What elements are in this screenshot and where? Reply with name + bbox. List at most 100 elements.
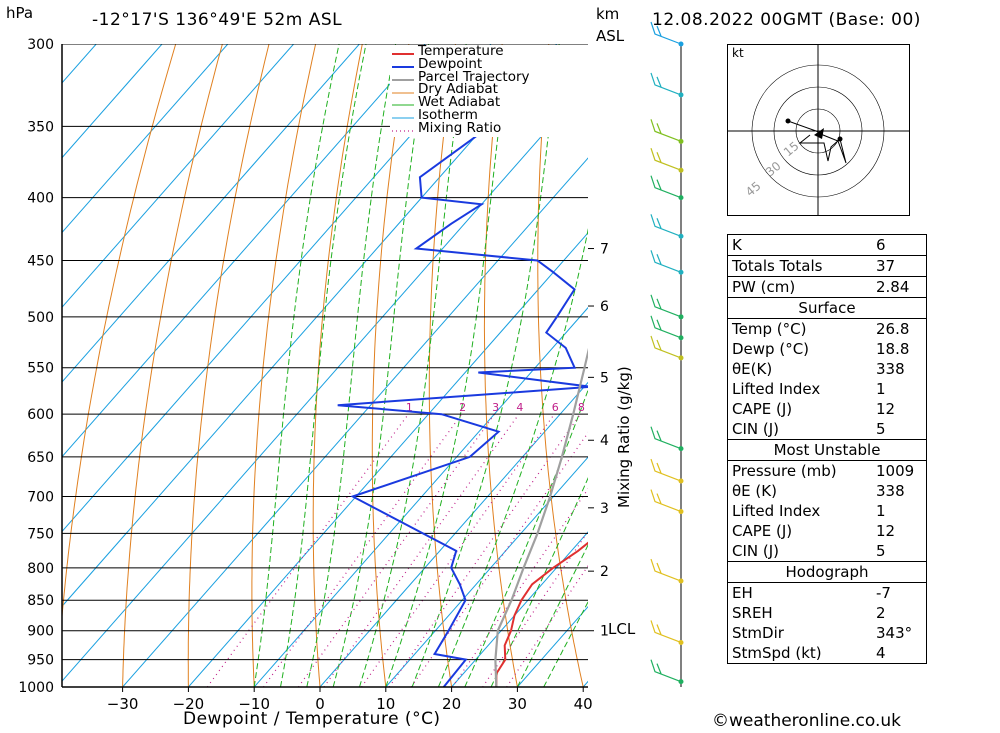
mixing-ratio-line bbox=[206, 413, 409, 687]
wet-adiabat-line bbox=[253, 44, 340, 687]
isotherm-line bbox=[62, 44, 163, 159]
index-value: 1009 bbox=[872, 460, 927, 481]
mixing-ratio-label: 3 bbox=[492, 401, 499, 414]
wind-barb bbox=[650, 214, 682, 237]
hodograph-ring-label-30: 30 bbox=[763, 159, 784, 180]
index-value: 12 bbox=[872, 521, 927, 541]
legend-item-dry-adiabat: Dry Adiabat bbox=[418, 81, 498, 98]
dry-adiabat-line bbox=[537, 44, 584, 687]
pressure-tick-label: 900 bbox=[27, 624, 54, 640]
legend-item-mixing-ratio: Mixing Ratio bbox=[418, 119, 502, 136]
wet-adiabat-line bbox=[543, 601, 588, 687]
isotherm-line bbox=[188, 232, 588, 687]
pressure-tick-label: 600 bbox=[27, 407, 54, 423]
mixing-ratio-line bbox=[263, 413, 463, 687]
dry-adiabat-line bbox=[922, 44, 1000, 687]
wind-barb bbox=[650, 558, 682, 582]
copyright-link[interactable]: ©weatheronline.co.uk bbox=[712, 711, 902, 731]
wet-adiabat-line bbox=[464, 388, 588, 687]
series-parcel-trajectory bbox=[494, 347, 588, 687]
pressure-tick-label: 650 bbox=[27, 450, 54, 466]
pressure-tick-label: 400 bbox=[27, 191, 54, 207]
hodograph-section-title: Hodograph bbox=[727, 561, 927, 583]
wet-adiabat-line bbox=[332, 44, 430, 687]
wet-adiabat-line bbox=[490, 477, 588, 687]
wind-barb bbox=[650, 659, 682, 683]
index-value: 4 bbox=[872, 643, 927, 664]
index-label: K bbox=[727, 234, 872, 256]
legend-item-temperature: Temperature bbox=[418, 43, 504, 59]
index-label: Dewp (°C) bbox=[727, 339, 872, 359]
wet-adiabat-line bbox=[280, 44, 367, 687]
isotherm-line bbox=[451, 531, 588, 687]
index-label: SREH bbox=[727, 603, 872, 623]
most-unstable-section-title: Most Unstable bbox=[727, 439, 927, 461]
asl-unit-label: ASL bbox=[596, 27, 625, 45]
km-tick-label: 1 bbox=[600, 624, 609, 640]
wind-barb bbox=[650, 315, 682, 339]
wind-barb bbox=[650, 250, 682, 273]
wind-barb bbox=[650, 119, 682, 142]
dry-adiabat-line bbox=[251, 44, 317, 687]
isotherm-line bbox=[385, 456, 588, 687]
temperature-tick-label: 10 bbox=[376, 695, 395, 713]
isotherm-line bbox=[62, 82, 588, 682]
wet-adiabat-line bbox=[306, 44, 397, 687]
wet-adiabat-line bbox=[516, 543, 588, 687]
index-label: Pressure (mb) bbox=[727, 460, 872, 481]
pressure-tick-label: 950 bbox=[27, 653, 54, 669]
x-axis-label: Dewpoint / Temperature (°C) bbox=[183, 709, 441, 729]
km-tick-label: 6 bbox=[600, 299, 609, 315]
index-label: θE(K) bbox=[727, 359, 872, 379]
isotherm-line bbox=[253, 306, 588, 687]
km-tick-label: 4 bbox=[600, 433, 609, 449]
wind-barb bbox=[650, 148, 682, 171]
km-tick-label: 5 bbox=[600, 370, 609, 386]
isotherm-line bbox=[62, 44, 295, 308]
wind-barb bbox=[650, 294, 682, 318]
legend: Temperature Dewpoint Parcel Trajectory D… bbox=[390, 43, 590, 137]
index-value: 5 bbox=[872, 419, 927, 440]
index-value: 37 bbox=[872, 255, 927, 277]
wind-barb bbox=[650, 620, 682, 644]
temperature-tick-label: −20 bbox=[173, 695, 205, 713]
hodograph-storm-motion-marker bbox=[814, 128, 824, 139]
index-value: 343° bbox=[872, 623, 927, 643]
legend-item-isotherm: Isotherm bbox=[418, 106, 478, 123]
hodograph-ring-label-45: 45 bbox=[743, 179, 764, 200]
index-label: EH bbox=[727, 582, 872, 603]
isotherm-line bbox=[62, 44, 360, 383]
dry-adiabat-line bbox=[428, 44, 456, 687]
temperature-tick-label: 0 bbox=[315, 695, 325, 713]
index-label: Temp (°C) bbox=[727, 318, 872, 339]
mixing-ratio-label: 15 bbox=[634, 401, 648, 414]
pressure-tick-label: 300 bbox=[27, 37, 54, 53]
index-value: -7 bbox=[872, 582, 927, 603]
series-dewpoint bbox=[337, 53, 588, 687]
temperature-tick-label: 20 bbox=[442, 695, 461, 713]
index-label: StmSpd (kt) bbox=[727, 643, 872, 664]
index-label: StmDir bbox=[727, 623, 872, 643]
mixing-ratio-line bbox=[297, 413, 496, 687]
location-title: -12°17'S 136°49'E 52m ASL bbox=[92, 10, 343, 30]
index-label: CAPE (J) bbox=[727, 521, 872, 541]
mixing-ratio-label: 10 bbox=[595, 401, 609, 414]
index-label: PW (cm) bbox=[727, 276, 872, 298]
wind-barb bbox=[650, 335, 682, 359]
legend-item-wet-adiabat: Wet Adiabat bbox=[418, 94, 501, 111]
mixing-ratio-line bbox=[506, 564, 588, 687]
hodograph-plot: 15 30 45 bbox=[728, 45, 909, 215]
pressure-unit-label: hPa bbox=[6, 4, 34, 22]
index-label: CAPE (J) bbox=[727, 399, 872, 419]
hodograph-trace bbox=[787, 120, 847, 164]
temperature-tick-label: −30 bbox=[107, 695, 139, 713]
km-tick-label: 2 bbox=[600, 564, 609, 580]
pressure-tick-label: 750 bbox=[27, 526, 54, 542]
mixing-ratio-label: 2 bbox=[459, 401, 466, 414]
index-label: θE (K) bbox=[727, 481, 872, 501]
hodograph-point bbox=[837, 136, 843, 142]
wind-barb bbox=[650, 21, 682, 45]
temperature-tick-label: −10 bbox=[238, 695, 270, 713]
pressure-tick-label: 800 bbox=[27, 561, 54, 577]
index-label: CIN (J) bbox=[727, 419, 872, 440]
